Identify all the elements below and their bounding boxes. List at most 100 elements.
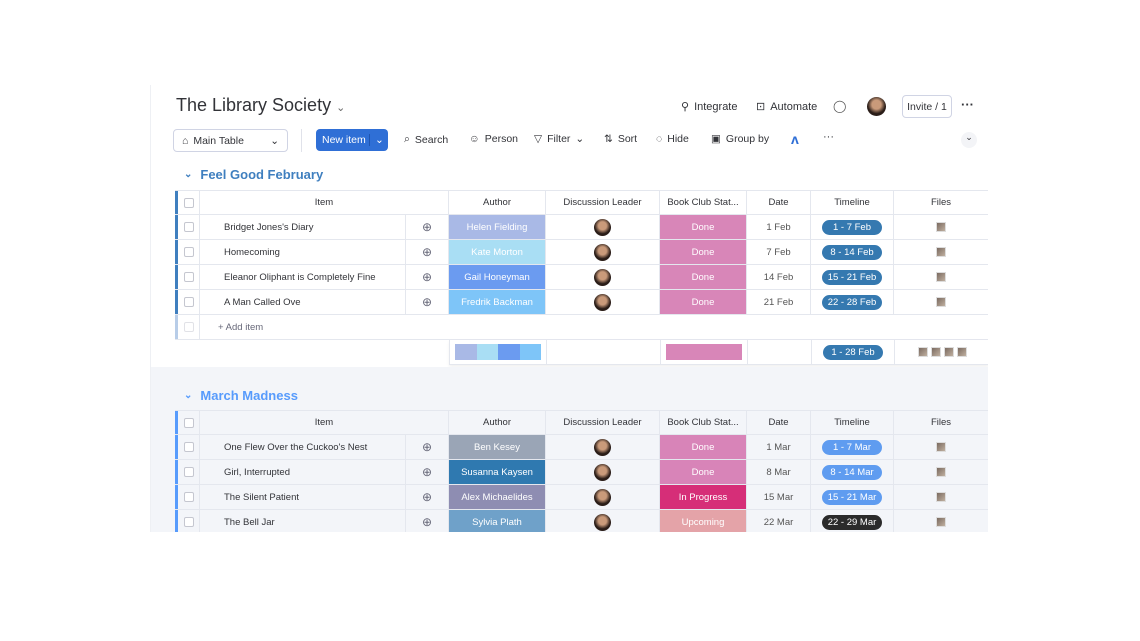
add-update-icon[interactable]: ⊕	[421, 270, 433, 284]
date-cell[interactable]: 22 Mar	[747, 510, 811, 532]
files-cell[interactable]	[894, 485, 988, 509]
cb-cell[interactable]	[178, 215, 200, 239]
item-name[interactable]: Eleanor Oliphant is Completely Fine	[224, 271, 376, 283]
leader-cell[interactable]	[546, 265, 660, 289]
timeline-cell[interactable]: 22 - 28 Feb	[811, 290, 894, 314]
hide-button[interactable]: ◌ Hide	[656, 133, 689, 145]
date-cell[interactable]: 7 Feb	[747, 240, 811, 264]
timeline-cell[interactable]: 8 - 14 Mar	[811, 460, 894, 484]
file-thumbnail[interactable]	[936, 517, 946, 527]
item-name[interactable]: Bridget Jones's Diary	[224, 221, 314, 233]
files-cell[interactable]	[894, 435, 988, 459]
add-update-icon[interactable]: ⊕	[421, 220, 433, 234]
chat-cell[interactable]: ⊕	[405, 215, 449, 239]
timeline-cell[interactable]: 1 - 7 Feb	[811, 215, 894, 239]
leader-cell[interactable]: Discussion Leader	[546, 411, 660, 434]
files-summary[interactable]	[895, 340, 988, 364]
files-cell[interactable]	[894, 290, 988, 314]
timeline-pill[interactable]: 1 - 7 Mar	[822, 439, 882, 455]
leader-avatar[interactable]	[594, 268, 611, 286]
date-cell[interactable]: 8 Mar	[747, 460, 811, 484]
select-all-checkbox[interactable]	[183, 197, 194, 208]
chat-cell[interactable]: ⊕	[405, 485, 449, 509]
chat-cell[interactable]: ⊕	[405, 290, 449, 314]
chevron-down-icon[interactable]: ⌄	[375, 134, 384, 146]
timeline-summary[interactable]: 1 - 28 Feb	[812, 340, 895, 364]
item-cell[interactable]: A Man Called Ove	[200, 290, 405, 314]
cb-cell[interactable]	[178, 265, 200, 289]
status-cell[interactable]: Done	[660, 265, 747, 289]
file-thumbnail[interactable]	[936, 297, 946, 307]
chat-cell[interactable]: ⊕	[405, 435, 449, 459]
chevron-down-icon[interactable]: ⌄	[184, 169, 193, 180]
invite-button[interactable]: Invite / 1	[902, 95, 952, 118]
file-thumbnail[interactable]	[936, 467, 946, 477]
leader-cell[interactable]	[546, 215, 660, 239]
new-item-button[interactable]: New item ⌄	[316, 129, 388, 151]
item-cell[interactable]: Eleanor Oliphant is Completely Fine	[200, 265, 405, 289]
item-cell[interactable]: Item	[200, 191, 449, 214]
item-cell[interactable]: Item	[200, 411, 449, 434]
date-cell[interactable]: 1 Mar	[747, 435, 811, 459]
ai-icon[interactable]: ʌ	[791, 131, 799, 147]
integrate-button[interactable]: ⚲ Integrate	[681, 100, 737, 114]
filter-button[interactable]: ▽ Filter ⌄	[534, 133, 584, 145]
board-title[interactable]: The Library Society ⌄	[176, 95, 345, 116]
timeline-pill[interactable]: 15 - 21 Feb	[822, 269, 882, 285]
add-item-input[interactable]: + Add item	[200, 315, 500, 339]
cb-cell[interactable]	[178, 435, 200, 459]
more-icon[interactable]: ···	[961, 97, 974, 112]
leader-avatar[interactable]	[594, 513, 611, 531]
chat-cell[interactable]: ⊕	[405, 510, 449, 532]
author-cell[interactable]: Helen Fielding	[449, 215, 546, 239]
chat-icon[interactable]: ◯	[833, 99, 847, 113]
view-selector[interactable]: ⌂ Main Table ⌄	[173, 129, 288, 152]
files-cell[interactable]	[894, 460, 988, 484]
add-update-icon[interactable]: ⊕	[421, 295, 433, 309]
timeline-pill[interactable]: 22 - 29 Mar	[822, 514, 882, 530]
author-cell[interactable]: Kate Morton	[449, 240, 546, 264]
files-cell[interactable]	[894, 510, 988, 532]
cb-cell[interactable]	[178, 290, 200, 314]
item-cell[interactable]: The Silent Patient	[200, 485, 405, 509]
file-thumbnail[interactable]	[936, 247, 946, 257]
item-cell[interactable]: One Flew Over the Cuckoo's Nest	[200, 435, 405, 459]
file-thumbnail[interactable]	[936, 222, 946, 232]
files-cell[interactable]	[894, 215, 988, 239]
status-cell[interactable]: Done	[660, 240, 747, 264]
group-header-feb[interactable]: ⌄ Feel Good February	[184, 167, 323, 182]
date-cell[interactable]: 15 Mar	[747, 485, 811, 509]
leader-avatar[interactable]	[594, 218, 611, 236]
add-update-icon[interactable]: ⊕	[421, 440, 433, 454]
chevron-down-icon[interactable]: ⌄	[336, 102, 346, 114]
chat-cell[interactable]: ⊕	[405, 240, 449, 264]
search-button[interactable]: ⌕ Search	[404, 133, 448, 146]
file-thumbnail[interactable]	[936, 272, 946, 282]
item-cell[interactable]: Homecoming	[200, 240, 405, 264]
chevron-down-icon[interactable]: ⌄	[184, 390, 193, 401]
row-checkbox[interactable]	[183, 272, 194, 282]
author-summary[interactable]	[450, 340, 547, 364]
author-cell[interactable]: Author	[449, 191, 546, 214]
automate-button[interactable]: ⊡ Automate	[756, 100, 817, 114]
date-cell[interactable]: 14 Feb	[747, 265, 811, 289]
status-summary[interactable]	[661, 340, 748, 364]
row-checkbox[interactable]	[183, 222, 194, 232]
leader-cell[interactable]: Discussion Leader	[546, 191, 660, 214]
item-cell[interactable]: The Bell Jar	[200, 510, 405, 532]
add-update-icon[interactable]: ⊕	[421, 490, 433, 504]
cb-cell[interactable]	[178, 240, 200, 264]
group-header-mar[interactable]: ⌄ March Madness	[184, 388, 298, 403]
row-checkbox[interactable]	[183, 442, 194, 452]
item-cell[interactable]: Girl, Interrupted	[200, 460, 405, 484]
status-cell[interactable]: Done	[660, 290, 747, 314]
date-cell[interactable]: 21 Feb	[747, 290, 811, 314]
item-name[interactable]: The Bell Jar	[224, 516, 275, 528]
author-cell[interactable]: Fredrik Backman	[449, 290, 546, 314]
item-cell[interactable]: Bridget Jones's Diary	[200, 215, 405, 239]
leader-avatar[interactable]	[594, 488, 611, 506]
item-name[interactable]: A Man Called Ove	[224, 296, 301, 308]
files-cell[interactable]: Files	[894, 411, 988, 434]
leader-cell[interactable]	[546, 460, 660, 484]
status-cell[interactable]: In Progress	[660, 485, 747, 509]
